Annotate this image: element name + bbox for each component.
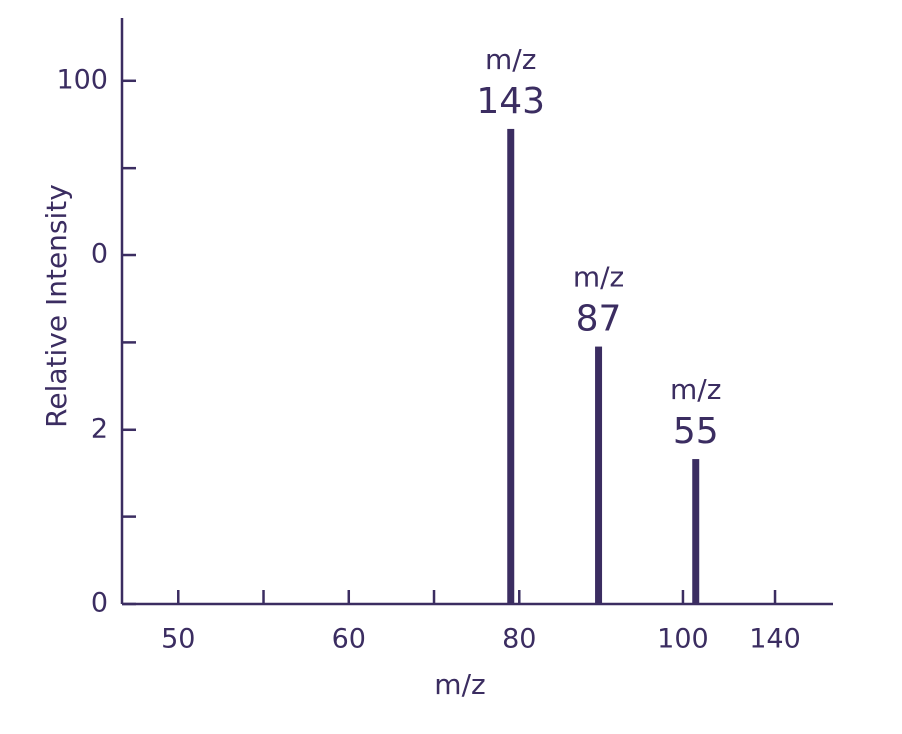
y-tick-label: 100	[56, 64, 108, 95]
x-tick-label: 50	[161, 624, 195, 655]
bar	[507, 128, 515, 604]
x-axis-label: m/z	[434, 668, 485, 701]
annotation-label: m/z	[573, 261, 624, 294]
bar	[692, 459, 700, 604]
y-axis-label: Relative Intensity	[40, 184, 73, 428]
x-tick-label: 140	[749, 624, 801, 655]
bar	[595, 346, 603, 604]
x-tick-label: 100	[657, 624, 709, 655]
y-tick-label: 0	[91, 588, 108, 619]
y-tick-label: 0	[91, 239, 108, 270]
annotation-value: 143	[476, 81, 545, 122]
annotation-value: 55	[673, 411, 719, 452]
x-tick-label: 80	[502, 624, 536, 655]
annotation-value: 87	[576, 299, 622, 340]
annotation-label: m/z	[670, 373, 721, 406]
annotation-label: m/z	[485, 43, 536, 76]
x-tick-label: 60	[332, 624, 366, 655]
y-tick-label: 2	[91, 413, 108, 444]
